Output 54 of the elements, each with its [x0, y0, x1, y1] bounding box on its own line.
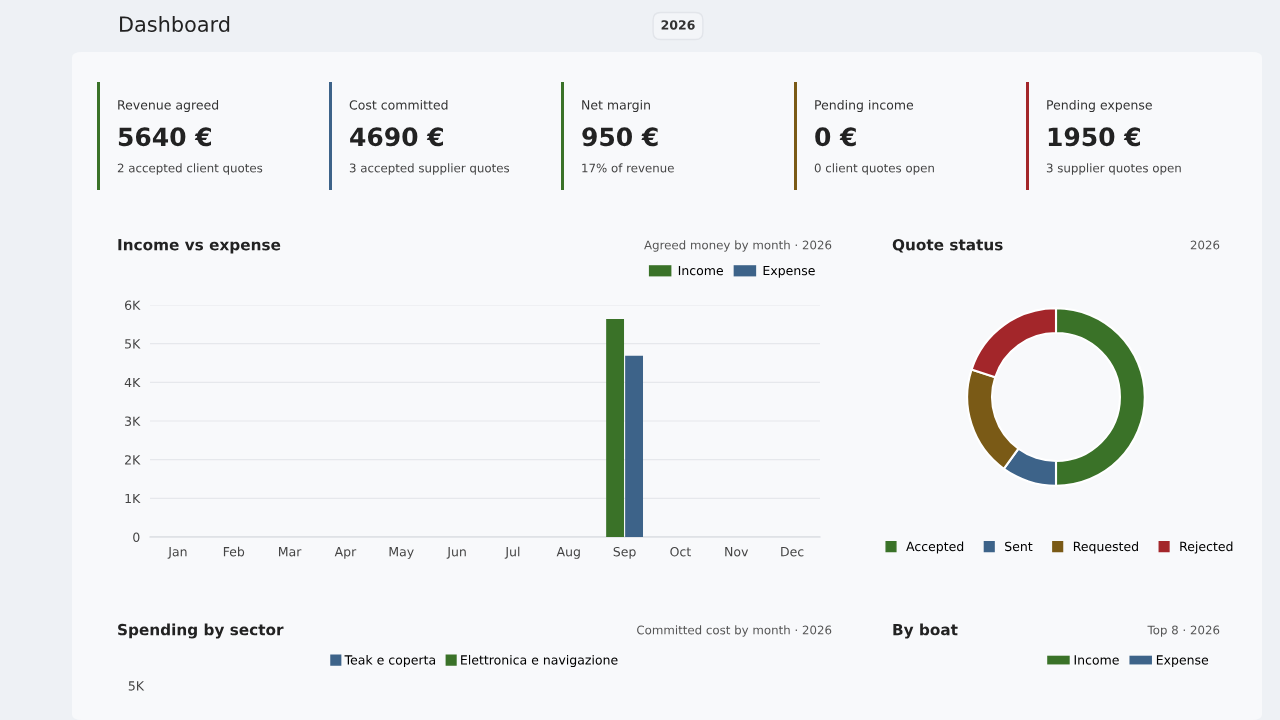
- y-tick-label: 0: [133, 532, 140, 542]
- x-tick-label: Dec: [781, 547, 804, 557]
- legend-label: Expense: [763, 265, 815, 278]
- text: Dashboard: [120, 15, 230, 33]
- y-tick-label: 4K: [124, 377, 141, 388]
- text: 4690 €: [350, 127, 444, 147]
- x-tick-label: Jul: [504, 546, 520, 559]
- x-tick-label: Jan: [167, 547, 187, 559]
- text: 1950 €: [1048, 127, 1141, 147]
- chart-subtitle: 2026: [1190, 240, 1220, 250]
- x-tick-label: May: [389, 547, 414, 559]
- legend-label: Rejected: [1180, 541, 1233, 554]
- text: 2 accepted client quotes: [117, 163, 263, 175]
- text: 3 accepted supplier quotes: [349, 163, 510, 175]
- x-tick-label: Jun: [446, 547, 466, 559]
- y-tick-label: 1K: [125, 493, 141, 504]
- y-tick-label: 2K: [125, 455, 141, 465]
- legend-label: Requested: [1073, 541, 1138, 554]
- text: Top 8 · 2026: [1147, 625, 1220, 637]
- legend-label: Sent: [1005, 541, 1033, 552]
- text: Committed cost by month · 2026: [637, 625, 832, 637]
- legend-label: Expense: [1156, 655, 1209, 668]
- text: 5640 €: [118, 127, 212, 147]
- chart-title: Income vs expense: [118, 239, 281, 254]
- legend-label: Income: [678, 265, 723, 276]
- text: Net margin: [582, 99, 650, 113]
- x-tick-label: Feb: [223, 546, 245, 557]
- text: Pending income: [815, 99, 914, 113]
- y-tick-label: 6K: [125, 300, 141, 310]
- legend-label: Elettronica e navigazione: [461, 654, 618, 668]
- x-tick-label: Apr: [334, 547, 357, 559]
- chart-subtitle: Agreed money by month · 2026: [644, 240, 832, 252]
- y-tick-label: 3K: [125, 416, 141, 426]
- x-tick-label: Oct: [670, 546, 691, 557]
- text: Revenue agreed: [118, 99, 219, 113]
- chart-title: Quote status: [892, 238, 1003, 253]
- text: 0 €: [815, 127, 856, 147]
- text: 17% of revenue: [582, 163, 674, 173]
- x-tick-label: Sep: [613, 546, 636, 559]
- text: 0 client quotes open: [814, 163, 934, 175]
- legend-label: Accepted: [906, 541, 964, 554]
- text: Cost committed: [349, 99, 448, 110]
- x-tick-label: Mar: [279, 547, 302, 557]
- text: 3 supplier quotes open: [1046, 163, 1181, 175]
- text: Spending by sector: [118, 623, 284, 639]
- legend-label: Teak e coperta: [344, 654, 436, 668]
- text: 2026: [661, 20, 695, 30]
- text: By boat: [893, 623, 958, 639]
- text: Pending expense: [1047, 99, 1152, 113]
- text: 950 €: [582, 127, 658, 147]
- legend-label: Income: [1074, 655, 1119, 665]
- y-tick-label: 5K: [125, 339, 141, 349]
- x-tick-label: Nov: [725, 547, 749, 557]
- x-tick-label: Aug: [556, 547, 580, 559]
